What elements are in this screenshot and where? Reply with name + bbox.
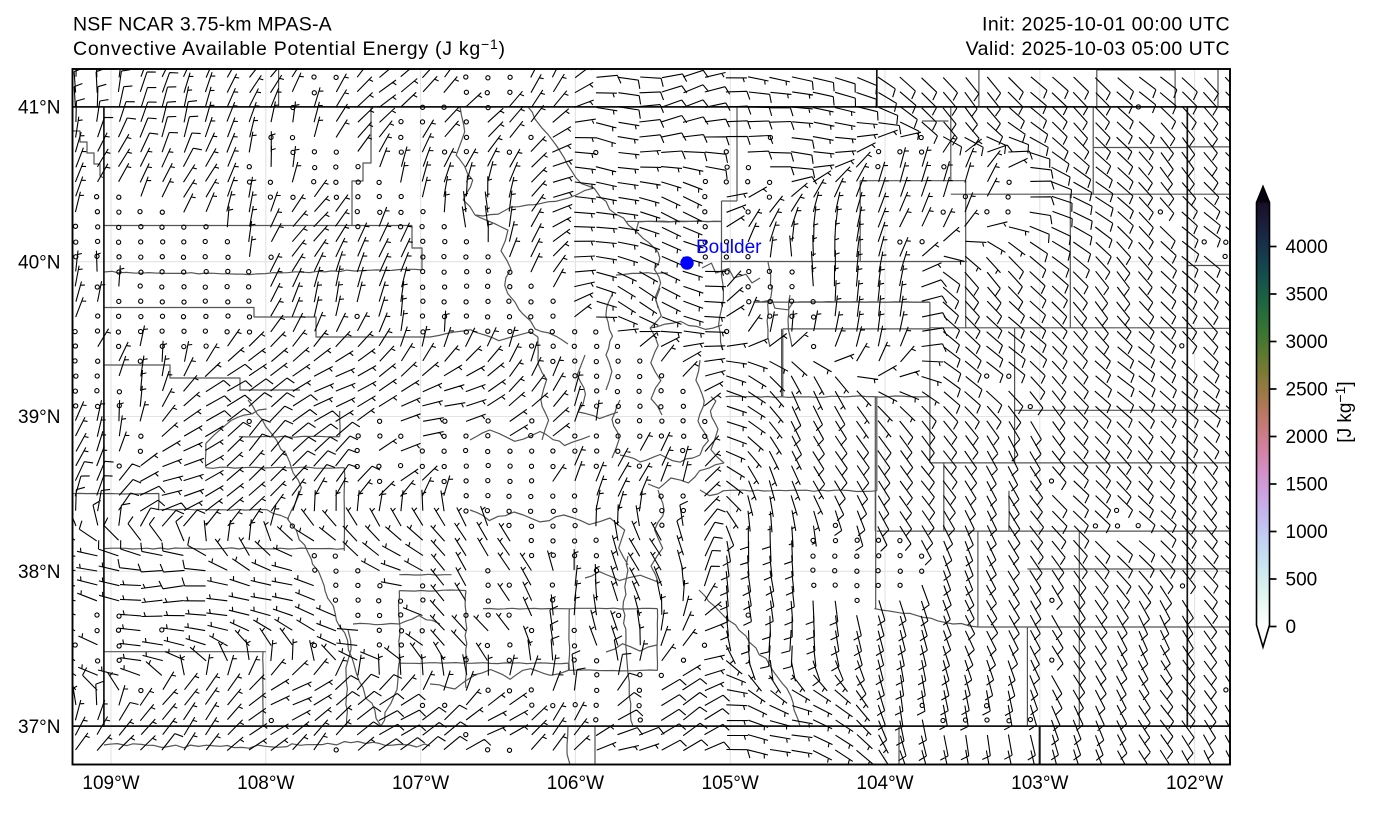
svg-text:Boulder: Boulder xyxy=(696,237,762,258)
svg-text:40°N: 40°N xyxy=(18,252,60,273)
svg-text:108°W: 108°W xyxy=(237,773,294,794)
svg-text:37°N: 37°N xyxy=(18,717,60,738)
svg-text:109°W: 109°W xyxy=(82,773,139,794)
svg-text:Init: 2025-10-01 00:00 UTC: Init: 2025-10-01 00:00 UTC xyxy=(982,14,1230,36)
svg-text:2500: 2500 xyxy=(1286,380,1328,401)
svg-text:0: 0 xyxy=(1286,617,1297,638)
svg-text:105°W: 105°W xyxy=(702,773,759,794)
svg-text:107°W: 107°W xyxy=(392,773,449,794)
svg-text:1500: 1500 xyxy=(1286,475,1328,496)
svg-text:Convective Available Potential: Convective Available Potential Energy (J… xyxy=(73,36,506,60)
svg-text:104°W: 104°W xyxy=(856,773,913,794)
svg-text:Valid: 2025-10-03 05:00 UTC: Valid: 2025-10-03 05:00 UTC xyxy=(966,38,1230,60)
svg-text:3000: 3000 xyxy=(1286,332,1328,353)
svg-text:NSF NCAR 3.75-km MPAS-A: NSF NCAR 3.75-km MPAS-A xyxy=(73,14,332,36)
svg-text:103°W: 103°W xyxy=(1011,773,1068,794)
svg-text:102°W: 102°W xyxy=(1166,773,1223,794)
svg-text:3500: 3500 xyxy=(1286,285,1328,306)
svg-text:38°N: 38°N xyxy=(18,562,60,583)
svg-text:4000: 4000 xyxy=(1286,237,1328,258)
svg-text:106°W: 106°W xyxy=(547,773,604,794)
svg-text:1000: 1000 xyxy=(1286,522,1328,543)
svg-text:500: 500 xyxy=(1286,570,1318,591)
svg-text:39°N: 39°N xyxy=(18,407,60,428)
svg-text:2000: 2000 xyxy=(1286,427,1328,448)
svg-text:41°N: 41°N xyxy=(18,98,60,119)
